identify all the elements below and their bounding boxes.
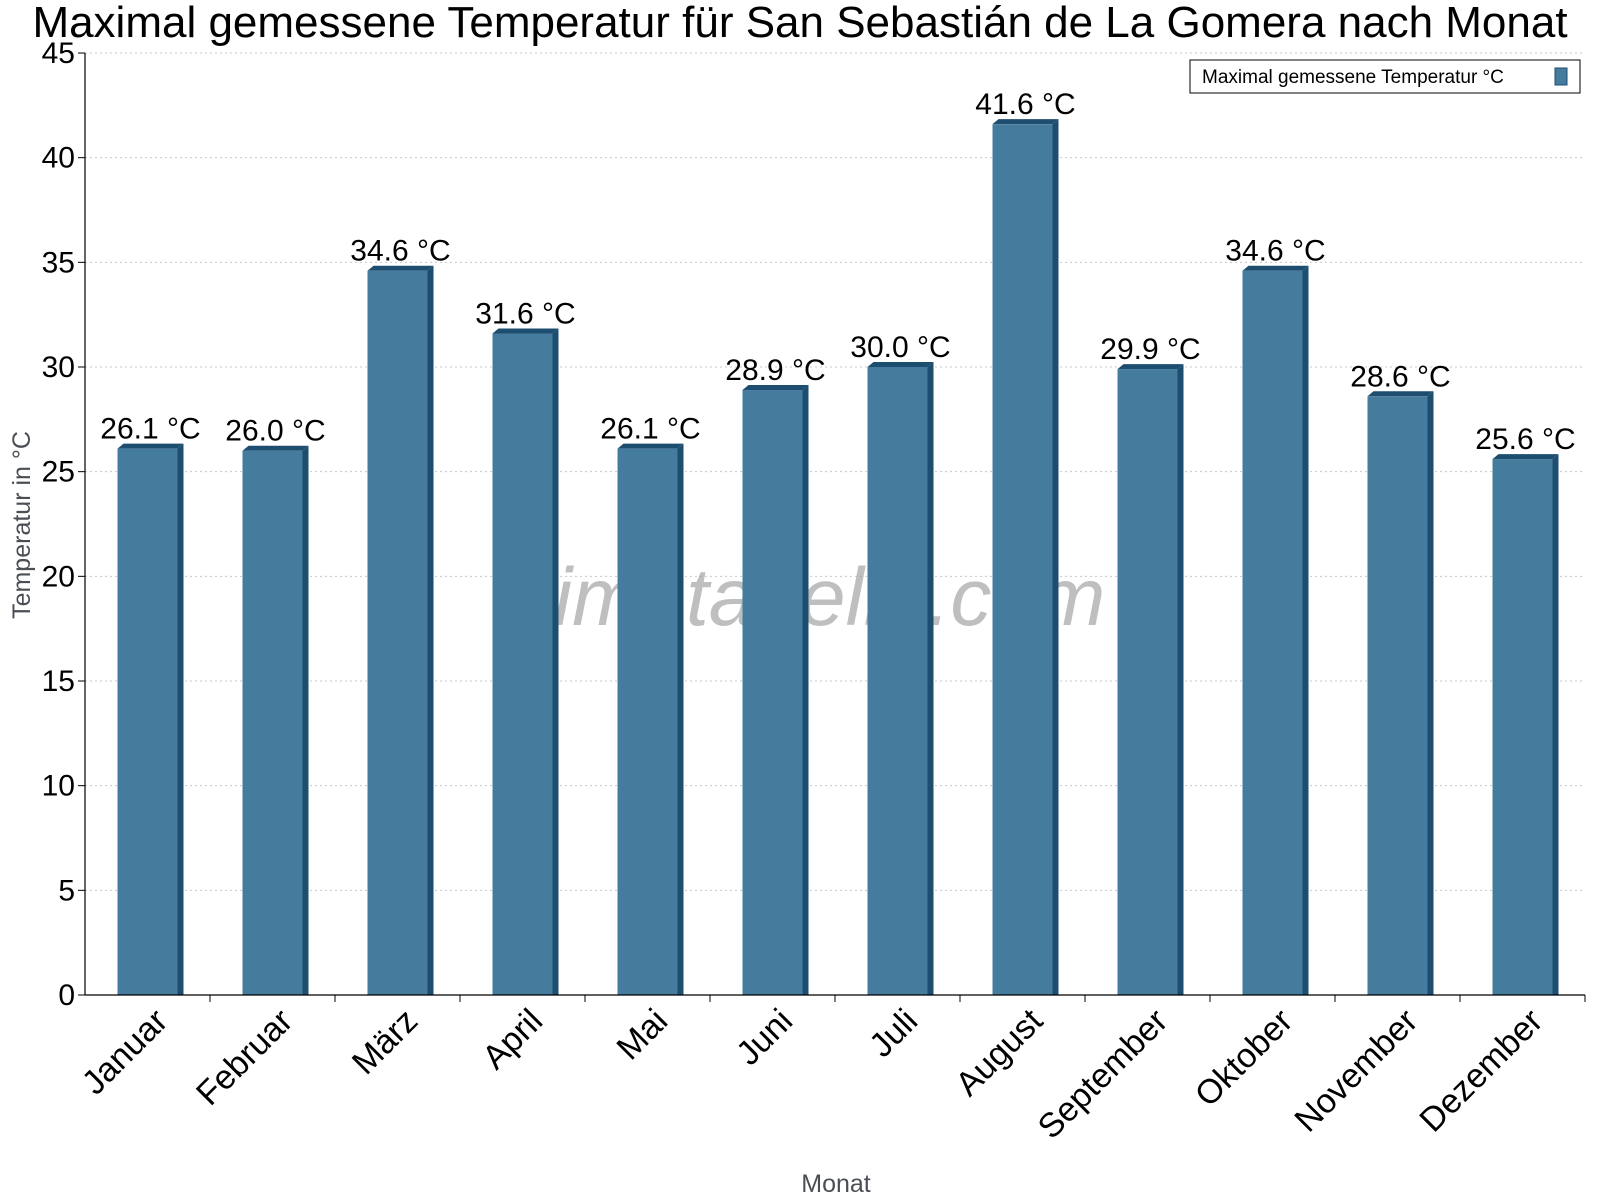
y-tick-labels: 0 5 10 15 20 25 30 35 40 45 [42, 37, 75, 1012]
bar-side [1427, 391, 1434, 996]
bar-0 [117, 443, 184, 995]
axes [78, 52, 1586, 1002]
value-label: 25.6 °C [1475, 423, 1575, 456]
x-tick-label: Januar [75, 1002, 175, 1102]
bar-top [617, 443, 684, 449]
bar-side [427, 265, 434, 995]
bar-2 [367, 265, 434, 995]
bar-4 [617, 443, 684, 995]
value-label: 34.6 °C [350, 235, 450, 268]
bar-top [742, 385, 809, 391]
value-label: 26.1 °C [600, 413, 700, 446]
bar-front [867, 367, 928, 995]
bar-side [927, 362, 934, 995]
x-tick-label: November [1287, 1002, 1425, 1140]
bar-7 [992, 119, 1059, 995]
bar-top [1117, 364, 1184, 370]
value-label: 26.0 °C [225, 415, 325, 448]
bar-9 [1242, 265, 1309, 995]
bar-side [1552, 454, 1559, 995]
bar-8 [1117, 364, 1184, 995]
value-label: 28.9 °C [725, 354, 825, 387]
y-tick-label: 0 [58, 979, 75, 1012]
value-label: 26.1 °C [100, 413, 200, 446]
value-label: 29.9 °C [1100, 333, 1200, 366]
value-label: 34.6 °C [1225, 235, 1325, 268]
legend: Maximal gemessene Temperatur °C [1189, 59, 1581, 94]
legend-swatch [1554, 67, 1568, 86]
bar-top [867, 362, 934, 367]
x-tick-label: August [948, 1001, 1050, 1103]
y-tick-label: 25 [42, 456, 75, 489]
y-tick-label: 20 [42, 560, 75, 593]
bar-top [1242, 265, 1309, 271]
y-tick-label: 15 [42, 665, 75, 698]
bar-side [552, 328, 559, 995]
y-tick-label: 10 [42, 770, 75, 803]
y-tick-label: 40 [42, 142, 75, 175]
bar-front [117, 448, 178, 995]
value-labels: 26.1 °C 26.0 °C 34.6 °C 31.6 °C 26.1 °C 28.9 … [100, 88, 1575, 456]
legend-box [1189, 59, 1581, 94]
bars [117, 119, 1559, 996]
bar-top [117, 443, 184, 449]
bar-front [992, 124, 1053, 995]
bar-side [302, 445, 309, 995]
bar-side [677, 443, 684, 995]
bar-front [1492, 459, 1553, 995]
y-axis-title: Temperatur in °C [8, 431, 36, 619]
bar-3 [492, 328, 559, 995]
x-tick-label: Februar [189, 1002, 300, 1113]
bar-top [367, 265, 434, 271]
x-tick-label: Oktober [1188, 1002, 1300, 1114]
bar-5 [742, 385, 809, 995]
bar-front [617, 448, 678, 995]
bar-side [1177, 364, 1184, 995]
x-tick-labels: Januar Februar März April Mai Juni Juli AugustS… [75, 1001, 1550, 1146]
y-tick-label: 45 [42, 37, 75, 70]
x-axis-title: Monat [801, 1170, 871, 1198]
bar-top [492, 328, 559, 334]
gridlines [85, 52, 1585, 891]
bar-front [367, 270, 428, 995]
x-tick-label: März [345, 1002, 425, 1082]
bar-front [1242, 270, 1303, 995]
value-label: 30.0 °C [850, 331, 950, 364]
value-label: 31.6 °C [475, 298, 575, 331]
y-tick-label: 35 [42, 246, 75, 279]
bar-side [177, 443, 184, 995]
legend-label: Maximal gemessene Temperatur °C [1202, 67, 1504, 88]
bar-front [1367, 396, 1428, 996]
bar-10 [1367, 391, 1434, 996]
y-tick-label: 30 [42, 351, 75, 384]
y-tick-label: 5 [58, 874, 75, 907]
x-tick-label: Juni [729, 1002, 800, 1073]
bar-front [242, 450, 303, 995]
bar-top [1492, 454, 1559, 460]
value-label: 28.6 °C [1350, 360, 1450, 393]
bar-side [1302, 265, 1309, 995]
bar-11 [1492, 454, 1559, 995]
bar-front [492, 333, 553, 995]
x-tick-label: April [475, 1002, 550, 1077]
bar-top [992, 119, 1059, 125]
x-tick-label: Dezember [1412, 1002, 1550, 1140]
bar-side [1052, 119, 1059, 995]
bar-6 [867, 362, 934, 995]
x-tick-label: Juli [862, 1002, 925, 1065]
chart-title: Maximal gemessene Temperatur für San Seb… [32, 0, 1568, 47]
bar-1 [242, 445, 309, 995]
bar-front [742, 390, 803, 995]
bar-top [1367, 391, 1434, 397]
bar-front [1117, 369, 1178, 995]
bar-top [242, 445, 309, 451]
value-label: 41.6 °C [975, 88, 1075, 121]
bar-side [802, 385, 809, 995]
x-tick-label: September [1031, 1002, 1175, 1146]
x-tick-label: Mai [610, 1002, 676, 1068]
